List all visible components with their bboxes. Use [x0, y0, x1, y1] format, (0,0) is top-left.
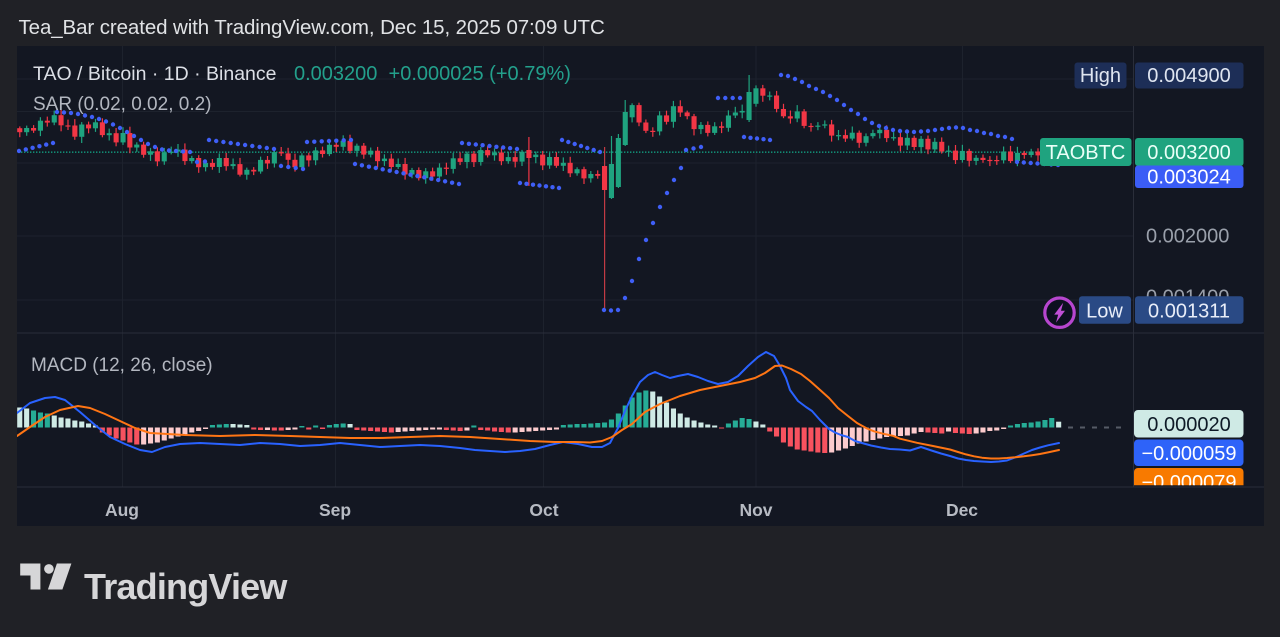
- svg-text:Low: Low: [1086, 301, 1123, 323]
- svg-text:Oct: Oct: [529, 500, 558, 520]
- svg-text:Sep: Sep: [319, 500, 351, 520]
- svg-text:0.000020: 0.000020: [1147, 414, 1230, 436]
- svg-text:Dec: Dec: [946, 500, 978, 520]
- svg-text:0.003200 +0.000025 (+0.79%): 0.003200 +0.000025 (+0.79%): [294, 63, 571, 85]
- svg-text:Nov: Nov: [739, 500, 772, 520]
- svg-text:0.003024: 0.003024: [1147, 167, 1230, 189]
- svg-text:−0.000059: −0.000059: [1141, 443, 1236, 465]
- svg-text:TAO / Bitcoin · 1D · Binance: TAO / Bitcoin · 1D · Binance: [33, 63, 276, 85]
- svg-text:−0.000079: −0.000079: [1141, 472, 1236, 494]
- svg-text:0.001311: 0.001311: [1148, 301, 1230, 323]
- svg-text:Aug: Aug: [105, 500, 139, 520]
- svg-text:0.002000: 0.002000: [1146, 226, 1229, 248]
- svg-text:TAOBTC: TAOBTC: [1046, 142, 1126, 164]
- svg-text:High: High: [1080, 65, 1121, 87]
- svg-text:0.004900: 0.004900: [1147, 65, 1230, 87]
- svg-text:MACD (12, 26, close): MACD (12, 26, close): [31, 355, 213, 376]
- svg-text:0.003200: 0.003200: [1147, 142, 1230, 164]
- svg-text:SAR (0.02, 0.02, 0.2): SAR (0.02, 0.02, 0.2): [33, 94, 212, 115]
